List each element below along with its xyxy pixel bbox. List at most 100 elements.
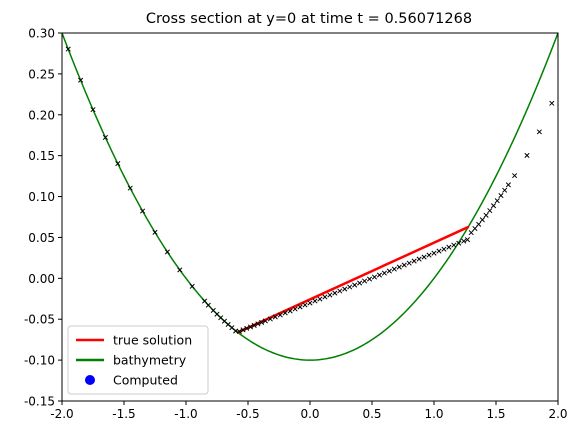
computed-point: [342, 286, 348, 292]
y-tick-label: -0.15: [24, 395, 55, 409]
computed-point: [483, 212, 489, 218]
computed-point: [277, 312, 283, 318]
x-tick-label: -2.0: [50, 407, 73, 421]
computed-point: [262, 318, 268, 324]
computed-point: [502, 187, 508, 193]
computed-point: [446, 244, 452, 250]
computed-point: [152, 229, 158, 235]
computed-point: [436, 248, 442, 254]
computed-point: [536, 129, 542, 135]
legend-swatch: [85, 375, 95, 385]
computed-point: [524, 152, 530, 158]
y-tick-label: 0.00: [28, 272, 55, 286]
computed-point: [240, 327, 246, 333]
computed-point: [494, 198, 500, 204]
y-tick-label: 0.10: [28, 190, 55, 204]
y-tick-label: 0.30: [28, 27, 55, 41]
computed-point: [297, 304, 303, 310]
computed-point: [292, 306, 298, 312]
computed-point: [322, 294, 328, 300]
computed-point: [307, 300, 313, 306]
computed-point: [476, 221, 482, 227]
x-tick-label: 1.5: [486, 407, 505, 421]
computed-point: [205, 302, 211, 308]
computed-point: [347, 284, 353, 290]
computed-point: [479, 217, 485, 223]
computed-point: [244, 325, 250, 331]
computed-point: [189, 283, 195, 289]
computed-point: [416, 256, 422, 262]
x-tick-label: 0.0: [300, 407, 319, 421]
computed-point: [468, 230, 474, 236]
x-tick-label: -0.5: [236, 407, 259, 421]
computed-point: [332, 290, 338, 296]
computed-point: [456, 240, 462, 246]
computed-point: [451, 242, 457, 248]
computed-point: [236, 328, 242, 335]
computed-point: [421, 254, 427, 260]
computed-point: [251, 322, 257, 328]
x-tick-label: -1.5: [112, 407, 135, 421]
computed-point: [487, 208, 493, 214]
computed-point: [272, 314, 278, 320]
computed-point: [247, 324, 254, 330]
legend: true solution bathymetry Computed: [67, 325, 209, 395]
computed-point: [391, 266, 397, 272]
true-solution-line: [237, 225, 470, 334]
computed-point: [352, 282, 358, 288]
computed-point: [411, 258, 417, 264]
computed-point: [490, 203, 497, 209]
y-tick-label: 0.20: [28, 108, 55, 122]
computed-point: [267, 316, 273, 322]
computed-point: [396, 264, 402, 270]
y-tick-label: 0.05: [28, 231, 55, 245]
computed-point: [327, 292, 333, 298]
computed-point: [255, 321, 261, 327]
computed-point: [140, 208, 146, 214]
y-tick-label: -0.10: [24, 354, 55, 368]
computed-point: [210, 307, 216, 313]
computed-point: [337, 288, 343, 294]
computed-point: [366, 276, 373, 282]
computed-point: [65, 46, 71, 52]
computed-point: [90, 107, 96, 113]
computed-point: [472, 225, 478, 232]
computed-point: [371, 274, 378, 280]
computed-point: [406, 260, 412, 266]
computed-point: [202, 298, 208, 304]
computed-point: [549, 100, 555, 106]
y-tick-label: -0.05: [24, 313, 55, 327]
x-tick-label: 0.5: [362, 407, 381, 421]
computed-point: [78, 77, 84, 83]
x-tick-label: 1.0: [424, 407, 443, 421]
computed-point: [177, 267, 183, 273]
computed-point: [441, 246, 447, 252]
series-group: [62, 33, 558, 361]
y-tick-label: 0.15: [28, 149, 55, 163]
computed-point: [127, 185, 133, 191]
computed-point: [505, 182, 511, 188]
bathymetry-line: [62, 33, 558, 361]
legend-label: bathymetry: [113, 353, 187, 368]
legend-box: [67, 325, 209, 395]
computed-point: [164, 249, 170, 255]
computed-point: [357, 280, 363, 286]
computed-point: [287, 308, 293, 314]
chart-title: Cross section at y=0 at time t = 0.56071…: [146, 11, 472, 27]
computed-point: [317, 296, 323, 302]
y-tick-label: 0.25: [28, 67, 55, 81]
computed-point: [362, 278, 368, 284]
computed-point: [426, 252, 432, 258]
computed-point: [259, 319, 265, 325]
computed-point: [282, 310, 288, 316]
computed-point: [431, 250, 437, 256]
axis-ticks: -2.0 -1.5 -1.0 -0.5 0.0 0.5 1.0 1.5 2.0 -0.15 -0.1…: [24, 27, 568, 422]
computed-point: [386, 268, 392, 274]
computed-point: [498, 193, 504, 199]
legend-label: Computed: [113, 373, 178, 388]
legend-label: true solution: [113, 333, 192, 348]
plot-area: [61, 32, 559, 402]
computed-point: [401, 262, 407, 268]
computed-point: [464, 237, 471, 243]
computed-point: [302, 302, 308, 308]
